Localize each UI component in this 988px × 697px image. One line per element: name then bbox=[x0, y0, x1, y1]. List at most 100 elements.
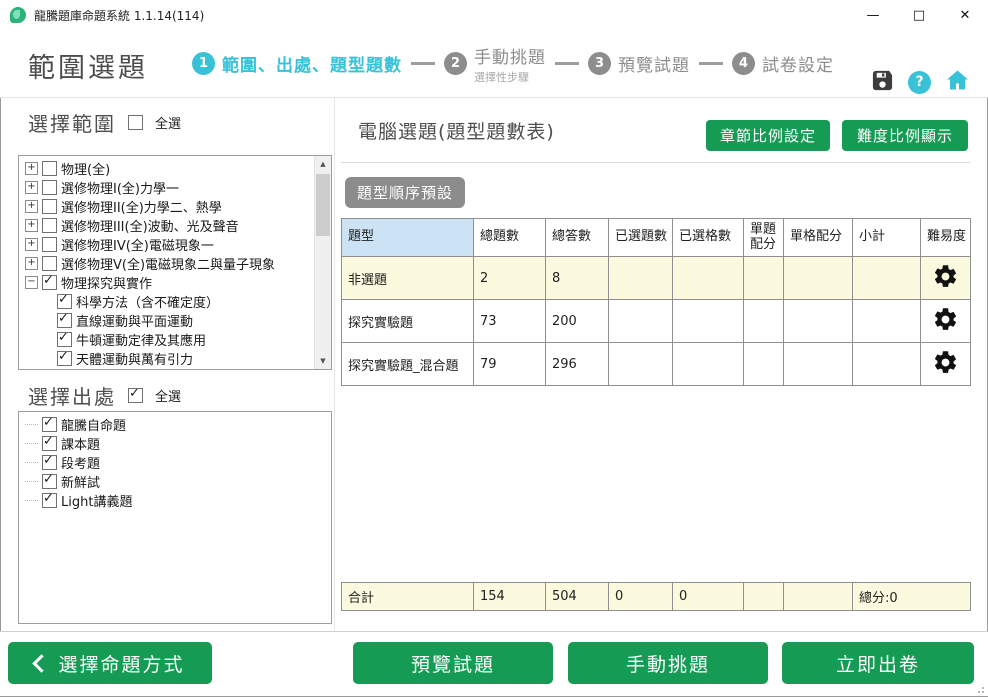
tree-item[interactable]: + 選修物理II(全)力學二、熱學 bbox=[23, 197, 315, 216]
checkbox[interactable] bbox=[42, 273, 57, 290]
scroll-down-icon[interactable]: ▼ bbox=[320, 357, 326, 365]
checkbox[interactable] bbox=[42, 199, 57, 214]
checkbox[interactable] bbox=[42, 415, 57, 432]
source-select-all-checkbox[interactable] bbox=[128, 386, 143, 403]
expand-icon[interactable]: + bbox=[25, 219, 38, 232]
page-header: 範圍選題 1 範圍、出處、題型題數 2 手動挑題 選擇性步驟 3 預覽試題 4 … bbox=[0, 30, 988, 98]
maximize-button[interactable]: □ bbox=[912, 7, 926, 23]
manual-pick-button[interactable]: 手動挑題 bbox=[568, 642, 768, 684]
tree-item[interactable]: 天體運動與萬有引力 bbox=[23, 349, 315, 368]
cell-points-per-blank[interactable] bbox=[783, 342, 853, 386]
expand-icon[interactable]: + bbox=[25, 162, 38, 175]
scroll-up-icon[interactable]: ▲ bbox=[320, 160, 326, 168]
checkbox[interactable] bbox=[42, 218, 57, 233]
resize-grip[interactable] bbox=[976, 685, 984, 693]
expand-icon[interactable]: + bbox=[25, 238, 38, 251]
main-panel-title: 電腦選題(題型題數表) bbox=[358, 121, 555, 143]
cell-selected-blanks[interactable] bbox=[672, 342, 744, 386]
gear-icon[interactable] bbox=[932, 263, 959, 294]
gear-icon[interactable] bbox=[932, 349, 959, 380]
column-header: 單題配分 bbox=[743, 218, 784, 257]
expand-icon[interactable]: + bbox=[25, 200, 38, 213]
source-item[interactable]: 新鮮試 bbox=[23, 472, 315, 491]
home-icon[interactable] bbox=[945, 68, 970, 96]
totals-table: 合計 154 504 0 0 總分:0 bbox=[341, 582, 971, 611]
minimize-button[interactable]: — bbox=[866, 7, 880, 23]
checkbox[interactable] bbox=[57, 311, 72, 328]
source-item[interactable]: 段考題 bbox=[23, 453, 315, 472]
chapter-ratio-button[interactable]: 章節比例設定 bbox=[706, 120, 830, 151]
collapse-icon[interactable]: − bbox=[25, 276, 38, 289]
source-item[interactable]: 課本題 bbox=[23, 434, 315, 453]
scope-select-all-checkbox[interactable] bbox=[128, 115, 143, 130]
generate-paper-button[interactable]: 立即出卷 bbox=[782, 642, 974, 684]
type-order-preset-button[interactable]: 題型順序預設 bbox=[345, 177, 465, 208]
preview-questions-button[interactable]: 預覽試題 bbox=[353, 642, 553, 684]
close-button[interactable]: ✕ bbox=[959, 7, 971, 23]
tree-item[interactable]: 牛頓運動定律及其應用 bbox=[23, 330, 315, 349]
column-header: 小計 bbox=[852, 218, 921, 257]
checkbox[interactable] bbox=[57, 349, 72, 366]
difficulty-settings-cell[interactable] bbox=[920, 342, 971, 386]
cell-points-per-blank[interactable] bbox=[783, 299, 853, 343]
checkbox[interactable] bbox=[42, 453, 57, 470]
checkbox[interactable] bbox=[57, 292, 72, 309]
checkbox[interactable] bbox=[42, 237, 57, 252]
difficulty-settings-cell[interactable] bbox=[920, 299, 971, 343]
cell-points-per-question[interactable] bbox=[743, 256, 784, 300]
tree-item[interactable]: + 選修物理V(全)電磁現象二與量子現象 bbox=[23, 254, 315, 273]
tree-item-label: 選修物理III(全)波動、光及聲音 bbox=[61, 220, 239, 235]
tree-item[interactable]: 直線運動與平面運動 bbox=[23, 311, 315, 330]
tree-item[interactable]: + 選修物理I(全)力學一 bbox=[23, 178, 315, 197]
difficulty-settings-cell[interactable] bbox=[920, 256, 971, 300]
source-item[interactable]: 龍騰自命題 bbox=[23, 415, 315, 434]
tree-item[interactable]: + 選修物理III(全)波動、光及聲音 bbox=[23, 216, 315, 235]
totals-selected-blanks: 0 bbox=[672, 582, 744, 611]
save-icon[interactable] bbox=[871, 69, 894, 96]
back-to-mode-button[interactable]: 選擇命題方式 bbox=[8, 642, 212, 684]
tree-item-label: 選修物理I(全)力學一 bbox=[61, 182, 179, 197]
cell-selected-blanks[interactable] bbox=[672, 256, 744, 300]
section-divider bbox=[341, 162, 970, 163]
scope-select-all-label: 全選 bbox=[155, 117, 182, 132]
cell-points-per-question[interactable] bbox=[743, 342, 784, 386]
checkbox[interactable] bbox=[42, 180, 57, 195]
tree-item[interactable]: + 物理(全) bbox=[23, 159, 315, 178]
step-4-badge: 4 bbox=[732, 52, 755, 75]
difficulty-ratio-button[interactable]: 難度比例顯示 bbox=[842, 120, 968, 151]
cell-selected-questions[interactable] bbox=[608, 299, 673, 343]
tree-item-label: 選修物理II(全)力學二、熱學 bbox=[61, 201, 222, 216]
tree-item[interactable]: + 選修物理IV(全)電磁現象一 bbox=[23, 235, 315, 254]
expand-icon[interactable]: + bbox=[25, 181, 38, 194]
step-2-label: 手動挑題 bbox=[474, 47, 546, 68]
cell-points-per-question[interactable] bbox=[743, 299, 784, 343]
checkbox[interactable] bbox=[57, 330, 72, 347]
expand-icon[interactable]: + bbox=[25, 257, 38, 270]
tree-item[interactable]: 科學方法（含不確定度） bbox=[23, 292, 315, 311]
step-3-label: 預覽試題 bbox=[618, 56, 690, 76]
column-header: 難易度 bbox=[920, 218, 971, 257]
source-item-label: 課本題 bbox=[61, 438, 101, 453]
tree-item[interactable]: − 物理探究與實作 bbox=[23, 273, 315, 292]
tree-item-label: 物理探究與實作 bbox=[61, 277, 153, 292]
source-item[interactable]: Light講義題 bbox=[23, 491, 315, 510]
gear-icon[interactable] bbox=[932, 306, 959, 337]
scrollbar-thumb[interactable] bbox=[316, 174, 330, 236]
cell-total-answers: 296 bbox=[545, 342, 609, 386]
cell-selected-blanks[interactable] bbox=[672, 299, 744, 343]
cell-points-per-blank[interactable] bbox=[783, 256, 853, 300]
tree-item-label: 選修物理IV(全)電磁現象一 bbox=[61, 239, 214, 254]
cell-selected-questions[interactable] bbox=[608, 256, 673, 300]
step-navigation: 1 範圍、出處、題型題數 2 手動挑題 選擇性步驟 3 預覽試題 4 試卷設定 bbox=[192, 30, 834, 97]
checkbox[interactable] bbox=[42, 161, 57, 176]
checkbox[interactable] bbox=[42, 256, 57, 271]
checkbox[interactable] bbox=[42, 491, 57, 508]
source-item-label: 龍騰自命題 bbox=[61, 419, 127, 434]
column-header: 單格配分 bbox=[783, 218, 853, 257]
checkbox[interactable] bbox=[42, 472, 57, 489]
tree-item-label: 天體運動與萬有引力 bbox=[76, 353, 194, 368]
tree-scrollbar[interactable]: ▲ ▼ bbox=[314, 156, 331, 369]
cell-selected-questions[interactable] bbox=[608, 342, 673, 386]
checkbox[interactable] bbox=[42, 434, 57, 451]
help-icon[interactable]: ? bbox=[908, 70, 931, 94]
